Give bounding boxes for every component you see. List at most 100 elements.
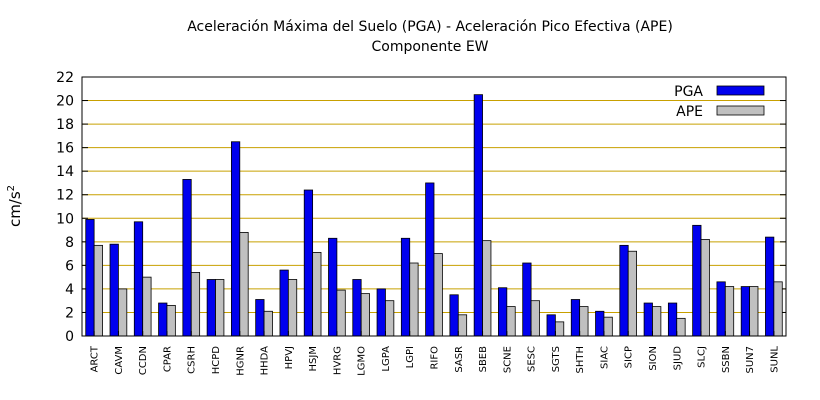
x-tick-label: CSRH bbox=[187, 346, 198, 374]
legend-label-ape: APE bbox=[676, 104, 703, 120]
bar-ape-shth bbox=[579, 306, 589, 337]
legend-swatch-pga bbox=[716, 85, 765, 96]
bar-pga-sion bbox=[643, 302, 653, 337]
bar-pga-sasr bbox=[449, 294, 459, 337]
x-tick-label: SICP bbox=[624, 346, 635, 368]
y-tick-label: 18 bbox=[56, 117, 74, 133]
y-tick-label: 14 bbox=[56, 164, 74, 180]
bar-pga-slcj bbox=[692, 224, 702, 337]
x-tick-label: HVRG bbox=[332, 346, 343, 375]
bar-ape-csrh bbox=[190, 272, 201, 337]
y-tick-label: 0 bbox=[65, 329, 74, 345]
bar-pga-ccdn bbox=[133, 221, 144, 337]
x-tick-label: SUNL bbox=[769, 346, 780, 373]
chart-title: Aceleración Máxima del Suelo (PGA) - Ace… bbox=[187, 19, 673, 35]
y-axis-ticks: 0 2 4 6 8 10 12 14 16 18 20 22 bbox=[56, 70, 786, 345]
x-tick-label: HHDA bbox=[260, 346, 271, 376]
bar-pga-cpar bbox=[158, 302, 168, 337]
x-tick-label: CAVM bbox=[114, 346, 125, 375]
x-tick-label: HGNR bbox=[235, 346, 246, 376]
y-tick-label: 12 bbox=[56, 188, 74, 204]
bar-ape-siac bbox=[603, 316, 613, 337]
bar-pga-cavm bbox=[109, 243, 119, 337]
bar-pga-sgts bbox=[546, 314, 556, 337]
bar-pga-sicp bbox=[619, 244, 629, 337]
bar-ape-sbeb bbox=[482, 240, 492, 337]
x-tick-label: SBEB bbox=[478, 346, 489, 373]
bar-pga-lgpi bbox=[400, 237, 411, 337]
bar-ape-hsjm bbox=[312, 252, 322, 337]
bar-ape-lgpi bbox=[409, 262, 419, 337]
bar-pga-sun7 bbox=[740, 286, 750, 337]
bar-pga-hgnr bbox=[230, 141, 241, 337]
bar-ape-rifo bbox=[433, 253, 443, 337]
y-tick-label: 20 bbox=[56, 94, 74, 110]
x-tick-label: SJUD bbox=[672, 346, 683, 371]
bar-pga-lgpa bbox=[376, 288, 386, 337]
x-tick-label: LGPI bbox=[405, 346, 416, 368]
bar-ape-sion bbox=[652, 306, 662, 337]
y-axis-label: cm/s2 bbox=[6, 185, 24, 227]
x-tick-label: SIAC bbox=[599, 346, 610, 369]
x-tick-label: LGPA bbox=[381, 346, 392, 372]
x-tick-label: HCPD bbox=[211, 346, 222, 375]
x-tick-label: SGTS bbox=[551, 346, 562, 372]
x-tick-label: SION bbox=[648, 346, 659, 371]
x-tick-label: LGMO bbox=[357, 346, 368, 376]
bar-ape-sasr bbox=[457, 314, 468, 337]
bar-ape-lgmo bbox=[360, 293, 370, 337]
bar-pga-ssbn bbox=[716, 281, 726, 337]
y-tick-label: 8 bbox=[65, 235, 74, 251]
bar-ape-sicp bbox=[627, 250, 638, 337]
bar-pga-lgmo bbox=[352, 279, 362, 337]
bar-pga-shth bbox=[570, 299, 581, 337]
bars bbox=[85, 94, 783, 337]
bar-ape-cpar bbox=[166, 304, 176, 337]
bar-ape-ssbn bbox=[724, 286, 735, 337]
bar-pga-hpvj bbox=[279, 269, 289, 337]
bar-ape-hcpd bbox=[215, 279, 225, 337]
x-tick-label: ARCT bbox=[90, 345, 101, 372]
bar-ape-scne bbox=[506, 306, 516, 337]
y-tick-label: 2 bbox=[65, 305, 74, 321]
bar-pga-hhda bbox=[255, 299, 265, 337]
bar-ape-sgts bbox=[554, 321, 565, 337]
x-tick-label: HSJM bbox=[308, 346, 319, 371]
bar-ape-cavm bbox=[118, 288, 128, 337]
bar-pga-arct bbox=[85, 219, 95, 337]
x-tick-label: CCDN bbox=[138, 346, 149, 375]
x-tick-label: SLCJ bbox=[697, 346, 708, 368]
x-tick-label: SHTH bbox=[575, 346, 586, 374]
x-tick-label: SASR bbox=[454, 346, 465, 373]
bar-pga-sesc bbox=[522, 262, 532, 337]
y-tick-label: 4 bbox=[65, 282, 74, 298]
chart-subtitle: Componente EW bbox=[371, 39, 488, 55]
bar-ape-sunl bbox=[773, 281, 783, 337]
y-tick-label: 22 bbox=[56, 70, 74, 86]
bar-pga-sunl bbox=[765, 236, 775, 337]
bar-pga-hsjm bbox=[303, 189, 314, 337]
bar-pga-scne bbox=[498, 287, 508, 337]
bar-pga-hcpd bbox=[206, 279, 216, 337]
legend-label-pga: PGA bbox=[674, 84, 703, 100]
y-tick-label: 10 bbox=[56, 211, 74, 227]
x-tick-label: SSBN bbox=[721, 346, 732, 373]
bar-pga-sbeb bbox=[473, 94, 483, 337]
bar-ape-ccdn bbox=[142, 276, 152, 337]
bar-ape-sesc bbox=[530, 300, 540, 337]
bar-ape-hgnr bbox=[239, 231, 249, 337]
x-tick-label: RIFO bbox=[430, 346, 441, 370]
bar-ape-lgpa bbox=[385, 300, 395, 337]
bar-ape-hhda bbox=[263, 310, 273, 337]
bar-ape-hpvj bbox=[287, 279, 298, 337]
bar-ape-arct bbox=[93, 244, 103, 337]
bar-pga-sjud bbox=[667, 302, 678, 337]
x-tick-label: HPVJ bbox=[284, 346, 295, 369]
x-axis-labels: ARCT CAVM CCDN CPAR CSRH HCPD HGNR HHDA HPVJ HSJM… bbox=[90, 331, 780, 376]
legend-swatch-ape bbox=[716, 105, 765, 116]
bar-pga-csrh bbox=[182, 179, 192, 337]
bar-ape-hvrg bbox=[336, 289, 346, 337]
y-tick-label: 16 bbox=[56, 141, 74, 157]
bar-pga-hvrg bbox=[328, 237, 338, 337]
